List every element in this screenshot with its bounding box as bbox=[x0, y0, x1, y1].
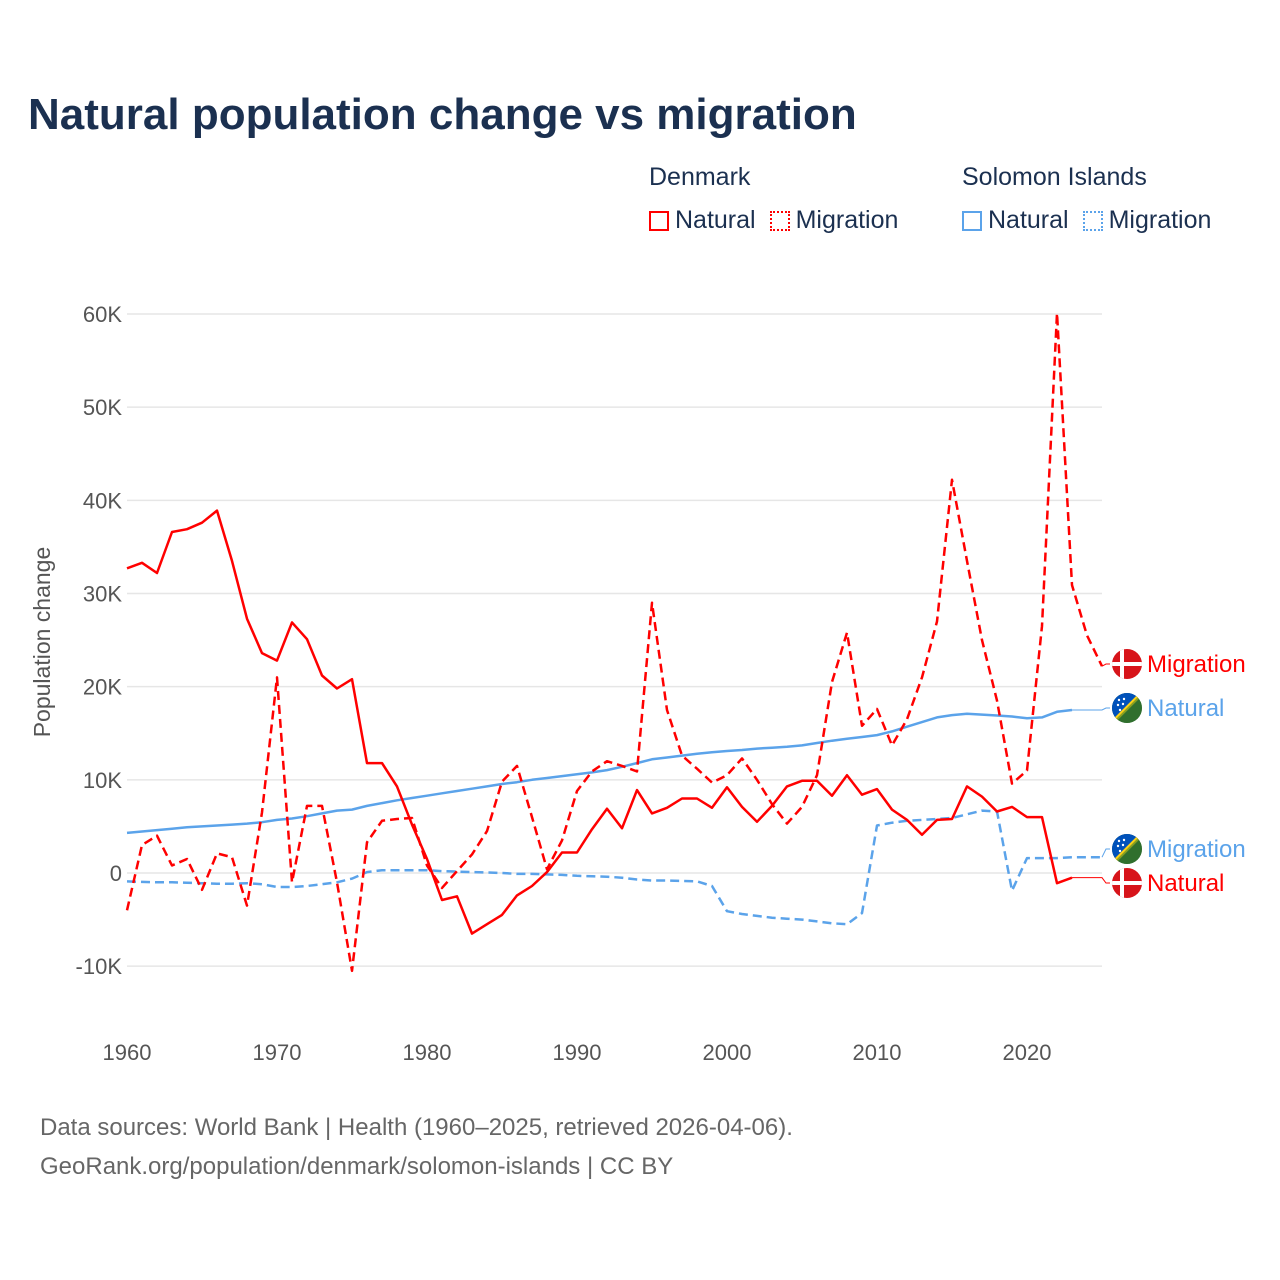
y-tick-label: 0 bbox=[110, 861, 122, 886]
series-line-denmark-natural[interactable] bbox=[126, 509, 1073, 935]
legend-label: Natural bbox=[988, 206, 1069, 234]
series-line-solomon-islands-natural[interactable] bbox=[126, 708, 1073, 835]
end-label: Natural bbox=[1147, 695, 1224, 722]
denmark-flag-icon bbox=[1112, 649, 1142, 679]
y-tick-label: 20K bbox=[83, 675, 122, 700]
y-tick-label: 40K bbox=[83, 488, 122, 513]
legend-swatch-solid bbox=[962, 210, 982, 231]
y-tick-label: 10K bbox=[83, 768, 122, 793]
attribution: GeoRank.org/population/denmark/solomon-i… bbox=[40, 1153, 674, 1180]
legend-group-denmark: Denmark Natural Migration bbox=[649, 163, 898, 235]
label-connector bbox=[1072, 877, 1110, 884]
end-label: Natural bbox=[1147, 870, 1224, 897]
series-line-denmark-migration[interactable] bbox=[125, 311, 1104, 973]
x-tick-label: 2010 bbox=[853, 1040, 902, 1065]
legend-swatch-dashed bbox=[1082, 210, 1103, 231]
denmark-flag-icon bbox=[1112, 868, 1142, 898]
y-tick-label: -10K bbox=[76, 954, 123, 979]
legend-label: Migration bbox=[1108, 206, 1212, 234]
legend-group-title: Denmark bbox=[649, 163, 751, 191]
legend-group-solomon-islands: Solomon Islands Natural Migration bbox=[962, 163, 1211, 235]
legend-item-denmark-natural[interactable]: Natural bbox=[649, 206, 756, 235]
x-tick-label: 2020 bbox=[1003, 1040, 1052, 1065]
end-label: Migration bbox=[1147, 651, 1246, 678]
x-tick-label: 1960 bbox=[103, 1040, 152, 1065]
y-tick-label: 50K bbox=[83, 395, 122, 420]
source-note: Data sources: World Bank | Health (1960–… bbox=[40, 1114, 793, 1141]
legend-item-solomon-natural[interactable]: Natural bbox=[962, 206, 1069, 235]
solomon-flag-icon bbox=[1112, 693, 1142, 723]
legend-swatch-solid bbox=[649, 210, 669, 231]
label-connector bbox=[1101, 663, 1110, 667]
label-connector bbox=[1101, 848, 1110, 858]
y-tick-label: 60K bbox=[83, 302, 122, 327]
legend-label: Migration bbox=[795, 206, 899, 234]
solomon-flag-icon bbox=[1112, 834, 1142, 864]
x-tick-label: 1970 bbox=[253, 1040, 302, 1065]
label-connector bbox=[1072, 707, 1110, 711]
x-tick-label: 1990 bbox=[553, 1040, 602, 1065]
end-label: Migration bbox=[1147, 836, 1246, 863]
legend-item-solomon-migration[interactable]: Migration bbox=[1082, 206, 1212, 235]
legend-label: Natural bbox=[675, 206, 756, 234]
chart-title: Natural population change vs migration bbox=[28, 90, 857, 139]
series-line-solomon-islands-migration[interactable] bbox=[126, 809, 1102, 926]
legend-item-denmark-migration[interactable]: Migration bbox=[769, 206, 899, 235]
y-axis-label: Population change bbox=[29, 547, 55, 738]
x-tick-label: 2000 bbox=[703, 1040, 752, 1065]
footer: Data sources: World Bank | Health (1960–… bbox=[40, 1108, 793, 1186]
x-tick-label: 1980 bbox=[403, 1040, 452, 1065]
legend-group-title: Solomon Islands bbox=[962, 163, 1147, 191]
y-tick-label: 30K bbox=[83, 582, 122, 607]
legend-swatch-dashed bbox=[769, 210, 790, 231]
